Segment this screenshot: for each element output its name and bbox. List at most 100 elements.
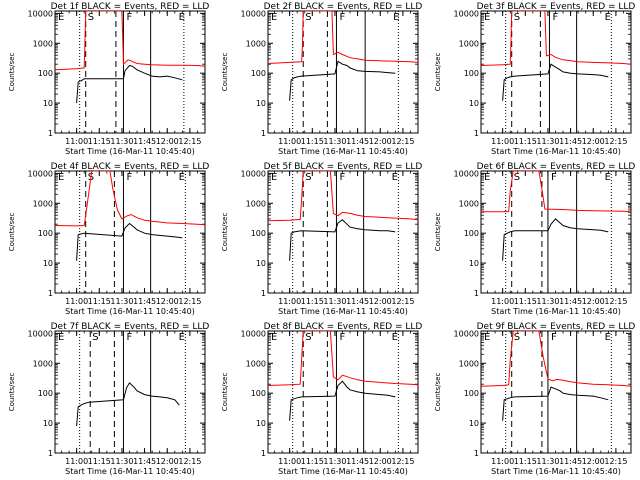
interval-label: F (126, 12, 132, 23)
interval-label: F (126, 332, 132, 343)
panel-title: Det 9f BLACK = Events, RED = LLD (477, 322, 636, 332)
x-tick-label: 12:00 (156, 137, 179, 146)
y-tick-label: 1000 (246, 199, 266, 208)
x-tick-label: 11:30 (323, 137, 346, 146)
x-tick-label: 12:00 (369, 457, 392, 466)
lld-series-line (481, 171, 631, 213)
plot-frame (480, 10, 632, 134)
y-tick-label: 10000 (454, 169, 479, 178)
y-tick-label: 1000 (459, 39, 479, 48)
x-tick-label: 11:00 (65, 457, 88, 466)
interval-label: S (92, 332, 98, 343)
interval-label: F (552, 12, 558, 23)
x-tick-label: 12:00 (369, 137, 392, 146)
detector-panel: Det 3f BLACK = Events, RED = LLD 1 10 100 10… (434, 2, 635, 156)
y-tick-label: 1 (474, 289, 479, 298)
x-tick-label: 11:45 (346, 457, 369, 466)
interval-label: E (58, 172, 64, 183)
x-tick-label: 11:30 (323, 297, 346, 306)
detector-panel: Det 2f BLACK = Events, RED = LLD 1 10 100 10… (221, 2, 422, 156)
series-group (55, 11, 205, 104)
x-tick-label: 11:30 (536, 137, 559, 146)
x-tick-label: 11:45 (559, 297, 582, 306)
y-tick-label: 1000 (33, 359, 53, 368)
panel-title: Det 5f BLACK = Events, RED = LLD (264, 162, 423, 172)
series-group (481, 11, 631, 101)
events-series-line (502, 63, 609, 101)
interval-label: E (605, 172, 611, 183)
x-tick-label: 11:15 (301, 297, 324, 306)
y-tick-label: 1000 (246, 39, 266, 48)
x-tick-label: 11:00 (278, 297, 301, 306)
x-axis-label: Start Time (16-Mar-11 10:45:40) (491, 147, 621, 156)
interval-label: E (605, 332, 611, 343)
x-tick-label: 12:15 (604, 137, 627, 146)
x-axis-label: Start Time (16-Mar-11 10:45:40) (491, 467, 621, 476)
interval-label: E (179, 12, 185, 23)
y-tick-label: 100 (251, 229, 266, 238)
events-series-line (289, 380, 396, 421)
lld-series-line (268, 11, 418, 64)
y-tick-label: 1000 (246, 359, 266, 368)
x-tick-label: 11:00 (65, 297, 88, 306)
x-tick-label: 12:00 (156, 457, 179, 466)
y-tick-label: 100 (38, 69, 53, 78)
x-axis-label: Start Time (16-Mar-11 10:45:40) (278, 147, 408, 156)
y-axis-label: Counts/sec (221, 373, 229, 412)
lld-series-line (268, 171, 418, 222)
x-tick-label: 11:15 (301, 137, 324, 146)
x-tick-label: 11:00 (491, 297, 514, 306)
y-tick-label: 10 (256, 99, 266, 108)
x-tick-label: 11:30 (323, 457, 346, 466)
interval-label: F (339, 12, 345, 23)
y-axis-label: Counts/sec (434, 373, 442, 412)
y-axis-label: Counts/sec (221, 53, 229, 92)
plot-frame (267, 330, 419, 454)
interval-label: F (126, 172, 132, 183)
x-tick-label: 12:15 (604, 457, 627, 466)
x-tick-label: 12:15 (178, 457, 201, 466)
x-tick-label: 11:45 (133, 457, 156, 466)
y-axis-label: Counts/sec (221, 213, 229, 252)
lld-series-line (481, 331, 631, 387)
y-tick-label: 100 (251, 389, 266, 398)
y-tick-label: 10000 (241, 329, 266, 338)
detector-panel: Det 8f BLACK = Events, RED = LLD 1 10 100 10… (221, 322, 422, 476)
y-tick-label: 1 (48, 449, 53, 458)
series-group (76, 382, 180, 427)
x-tick-label: 12:15 (391, 137, 414, 146)
interval-label: F (551, 332, 557, 343)
y-tick-label: 10000 (454, 329, 479, 338)
x-tick-label: 11:15 (88, 457, 111, 466)
interval-label: S (88, 12, 94, 23)
detector-panel: Det 5f BLACK = Events, RED = LLD 1 10 100 10… (221, 162, 422, 316)
x-tick-label: 11:15 (514, 297, 537, 306)
interval-label: E (271, 12, 277, 23)
x-tick-label: 12:15 (178, 297, 201, 306)
interval-label: E (179, 172, 185, 183)
y-tick-label: 100 (464, 229, 479, 238)
x-tick-label: 11:15 (88, 297, 111, 306)
x-tick-label: 11:15 (301, 457, 324, 466)
interval-label: E (392, 332, 398, 343)
series-group (481, 171, 631, 261)
x-tick-label: 11:45 (346, 137, 369, 146)
plot-frame (480, 330, 632, 454)
y-tick-label: 100 (464, 389, 479, 398)
x-axis-label: Start Time (16-Mar-11 10:45:40) (278, 467, 408, 476)
y-tick-label: 10 (469, 419, 479, 428)
x-tick-label: 12:00 (369, 297, 392, 306)
interval-label: S (305, 12, 311, 23)
panel-title: Det 8f BLACK = Events, RED = LLD (264, 322, 423, 332)
x-tick-label: 11:30 (110, 297, 133, 306)
x-tick-label: 12:15 (178, 137, 201, 146)
lld-series-line (55, 11, 205, 71)
plot-frame (267, 10, 419, 134)
y-tick-label: 10000 (241, 169, 266, 178)
lld-series-line (481, 11, 631, 66)
x-tick-label: 11:15 (514, 137, 537, 146)
y-tick-label: 1 (261, 449, 266, 458)
interval-label: E (484, 332, 490, 343)
y-tick-label: 1 (48, 289, 53, 298)
interval-label: S (514, 332, 520, 343)
